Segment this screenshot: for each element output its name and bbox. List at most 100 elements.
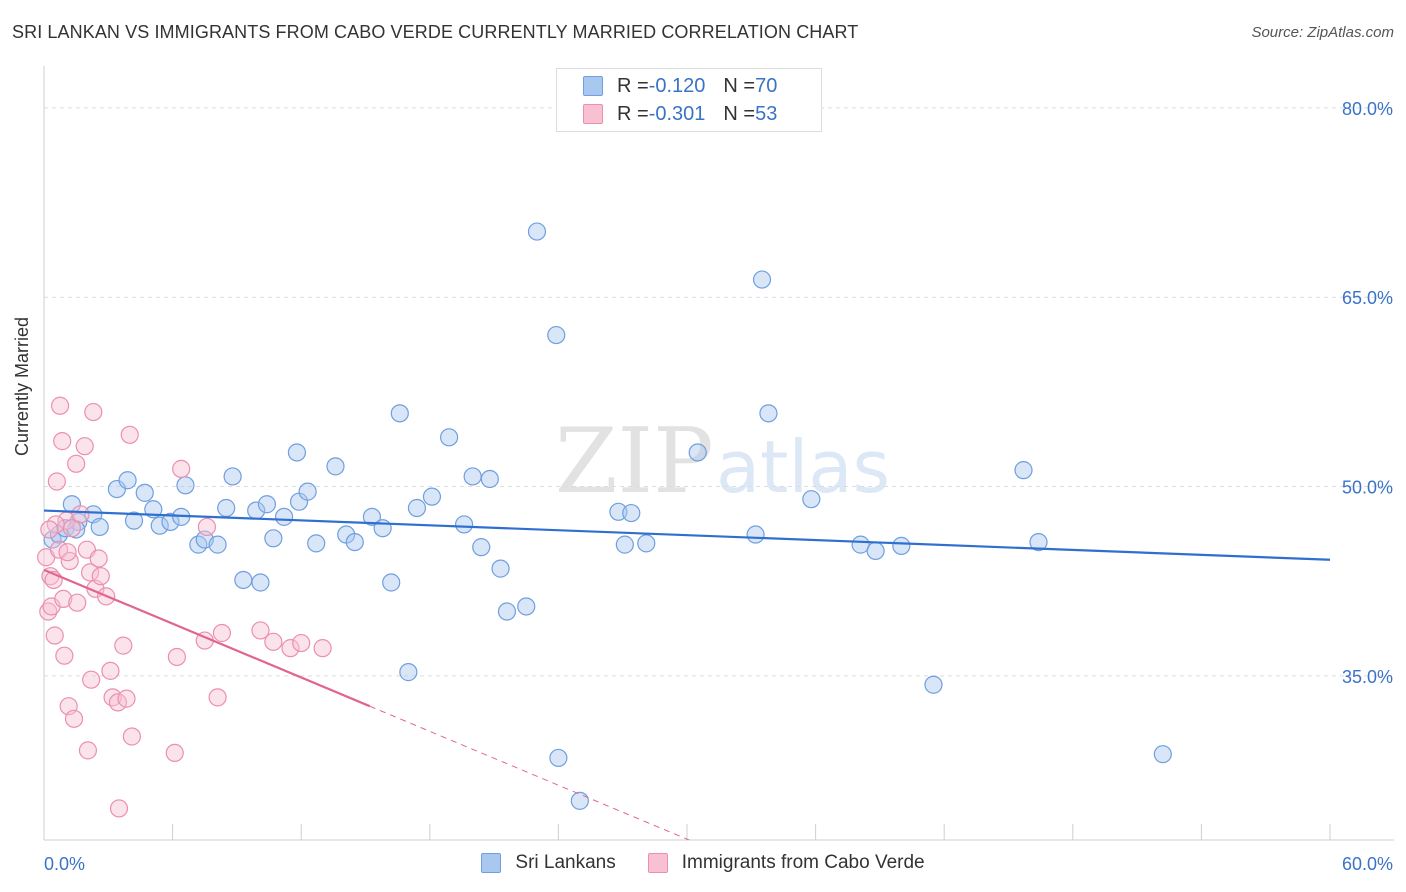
point-sri-lankans bbox=[439, 428, 459, 447]
point-sri-lankans bbox=[759, 404, 778, 423]
point-cabo-verde bbox=[67, 454, 86, 473]
tick-labels: 35.0% 50.0% 65.0% 80.0% 0.0% 60.0% bbox=[44, 99, 1393, 874]
source-label: Source: ZipAtlas.com bbox=[1251, 24, 1394, 41]
point-sri-lankans bbox=[150, 516, 169, 535]
r-label: R = bbox=[617, 102, 649, 125]
point-cabo-verde bbox=[264, 632, 283, 651]
point-cabo-verde bbox=[82, 670, 101, 689]
point-cabo-verde bbox=[75, 437, 94, 456]
point-sri-lankans bbox=[549, 748, 568, 768]
legend-item-sri-lankans: Sri Lankans bbox=[481, 852, 616, 874]
point-sri-lankans bbox=[326, 457, 345, 476]
point-sri-lankans bbox=[390, 404, 409, 423]
point-cabo-verde bbox=[50, 396, 70, 415]
point-sri-lankans bbox=[161, 512, 180, 532]
data-points bbox=[37, 222, 1172, 818]
legend-row-sri-lankans: R = -0.120 N = 70 bbox=[583, 73, 777, 99]
n-value: 70 bbox=[755, 74, 778, 97]
point-cabo-verde bbox=[45, 626, 64, 645]
point-sri-lankans bbox=[234, 570, 253, 590]
point-cabo-verde bbox=[54, 589, 73, 609]
point-sri-lankans bbox=[463, 467, 482, 486]
point-sri-lankans bbox=[287, 443, 307, 462]
point-cabo-verde bbox=[80, 563, 100, 582]
point-sri-lankans bbox=[637, 534, 656, 553]
chart-title: SRI LANKAN VS IMMIGRANTS FROM CABO VERDE… bbox=[12, 22, 859, 42]
r-value: -0.120 bbox=[648, 74, 706, 97]
point-cabo-verde bbox=[39, 602, 58, 621]
point-sri-lankans bbox=[307, 534, 326, 553]
point-sri-lankans bbox=[298, 482, 317, 501]
point-cabo-verde bbox=[108, 693, 128, 712]
point-sri-lankans bbox=[217, 498, 236, 518]
point-cabo-verde bbox=[114, 636, 133, 655]
point-sri-lankans bbox=[688, 443, 707, 462]
n-label: N = bbox=[723, 74, 756, 97]
point-cabo-verde bbox=[117, 689, 136, 708]
point-sri-lankans bbox=[746, 525, 765, 544]
y-tick-label: 80.0% bbox=[1342, 99, 1393, 119]
point-cabo-verde bbox=[197, 517, 216, 537]
point-cabo-verde bbox=[64, 709, 84, 728]
point-cabo-verde bbox=[103, 688, 122, 707]
legend-swatch-blue bbox=[481, 853, 502, 873]
legend-label: Sri Lankans bbox=[515, 852, 616, 873]
point-sri-lankans bbox=[497, 602, 517, 621]
point-sri-lankans bbox=[892, 536, 911, 555]
point-sri-lankans bbox=[752, 270, 772, 289]
point-cabo-verde bbox=[165, 743, 184, 763]
point-sri-lankans bbox=[527, 222, 547, 241]
point-sri-lankans bbox=[90, 517, 109, 537]
point-cabo-verde bbox=[172, 459, 191, 478]
legend-swatch-blue bbox=[583, 76, 603, 96]
r-value: -0.301 bbox=[648, 102, 706, 125]
point-sri-lankans bbox=[382, 573, 401, 592]
point-cabo-verde bbox=[91, 567, 110, 586]
trend-line-cabo-verde bbox=[43, 568, 371, 708]
series-legend: Sri Lankans Immigrants from Cabo Verde bbox=[0, 852, 1406, 874]
point-cabo-verde bbox=[47, 472, 66, 491]
y-tick-label: 50.0% bbox=[1342, 478, 1393, 498]
point-sri-lankans bbox=[517, 597, 536, 616]
r-label: R = bbox=[617, 74, 649, 97]
trend-lines bbox=[43, 509, 1331, 840]
legend-label: Immigrants from Cabo Verde bbox=[681, 852, 925, 873]
point-sri-lankans bbox=[802, 490, 821, 509]
trend-line-sri-lankans bbox=[43, 509, 1331, 561]
point-sri-lankans bbox=[345, 532, 364, 552]
point-sri-lankans bbox=[472, 538, 491, 557]
point-cabo-verde bbox=[84, 402, 103, 422]
y-tick-label: 35.0% bbox=[1342, 667, 1393, 687]
point-cabo-verde bbox=[109, 799, 129, 818]
x-tick-label: 60.0% bbox=[1342, 854, 1393, 874]
point-sri-lankans bbox=[223, 467, 242, 486]
legend-swatch-pink bbox=[647, 853, 668, 873]
point-sri-lankans bbox=[208, 535, 227, 554]
point-cabo-verde bbox=[292, 633, 311, 653]
point-sri-lankans bbox=[274, 507, 294, 526]
point-sri-lankans bbox=[399, 663, 418, 682]
point-cabo-verde bbox=[78, 741, 98, 760]
point-cabo-verde bbox=[208, 688, 227, 707]
point-sri-lankans bbox=[135, 483, 154, 502]
point-sri-lankans bbox=[1029, 532, 1048, 552]
point-cabo-verde bbox=[40, 520, 59, 539]
point-sri-lankans bbox=[609, 502, 628, 521]
point-sri-lankans bbox=[480, 469, 499, 489]
point-sri-lankans bbox=[866, 541, 885, 561]
point-cabo-verde bbox=[101, 661, 120, 680]
point-sri-lankans bbox=[118, 471, 137, 490]
legend-row-cabo-verde: R = -0.301 N = 53 bbox=[583, 101, 777, 127]
legend-swatch-pink bbox=[583, 104, 603, 124]
stats-legend: R = -0.120 N = 70 R = -0.301 N = 53 bbox=[556, 68, 822, 132]
point-cabo-verde bbox=[53, 432, 72, 451]
watermark-zip: ZIP bbox=[555, 409, 714, 514]
point-cabo-verde bbox=[58, 543, 77, 562]
point-sri-lankans bbox=[1153, 745, 1172, 764]
point-cabo-verde bbox=[55, 646, 74, 665]
point-cabo-verde bbox=[122, 727, 141, 746]
trend-extension-cabo-verde bbox=[369, 705, 691, 840]
point-cabo-verde bbox=[313, 639, 332, 658]
watermark-atlas: atlas bbox=[716, 425, 890, 509]
